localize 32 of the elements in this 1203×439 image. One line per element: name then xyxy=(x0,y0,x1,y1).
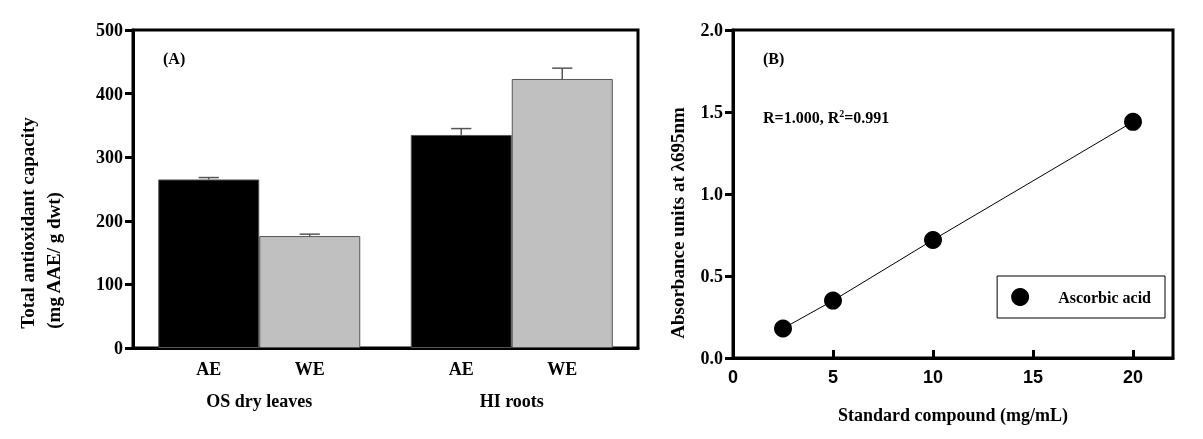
y-tick-label: 1.0 xyxy=(700,184,723,204)
y-tick-label: 400 xyxy=(96,83,123,104)
x-axis-title: Standard compound (mg/mL) xyxy=(837,405,1069,426)
x-tick-label: 20 xyxy=(1122,367,1144,387)
x-tick-label: 5 xyxy=(827,367,839,387)
y-tick-label: 1.5 xyxy=(700,102,723,122)
y-axis-title: Absorbance units at λ695nm xyxy=(666,107,688,339)
legend-label: Ascorbic acid xyxy=(1058,288,1152,306)
y-tick-label: 200 xyxy=(96,210,123,231)
annotation: (B) xyxy=(763,49,785,68)
y-tick-label: 100 xyxy=(96,274,123,295)
point xyxy=(774,319,792,338)
x-tick-label: OS dry leaves xyxy=(206,391,313,411)
x-tick-label: 10 xyxy=(922,367,944,387)
x-tick-label: 15 xyxy=(1022,367,1044,387)
y-axis-title: Total antioxidant capacity (mg AAE/ g dwt) xyxy=(16,116,65,329)
series-label: AE xyxy=(196,359,222,379)
y-tick-label: 0.5 xyxy=(700,266,723,286)
point xyxy=(924,230,942,249)
text: AE xyxy=(448,359,474,379)
y-tick-label: 0 xyxy=(114,338,123,358)
point xyxy=(824,291,842,310)
y-tick-label: 0.0 xyxy=(700,348,723,368)
y-tick-label: 500 xyxy=(96,20,123,40)
x-tick-label: HI roots xyxy=(479,391,544,411)
point xyxy=(1124,112,1142,131)
text: WE xyxy=(547,359,578,379)
x-tick-label: 0 xyxy=(727,367,739,387)
y-tick-label: 300 xyxy=(96,147,123,168)
series-label: WE xyxy=(294,359,325,379)
annotation: (A) xyxy=(163,49,186,68)
y-tick-label: 2.0 xyxy=(700,20,723,40)
